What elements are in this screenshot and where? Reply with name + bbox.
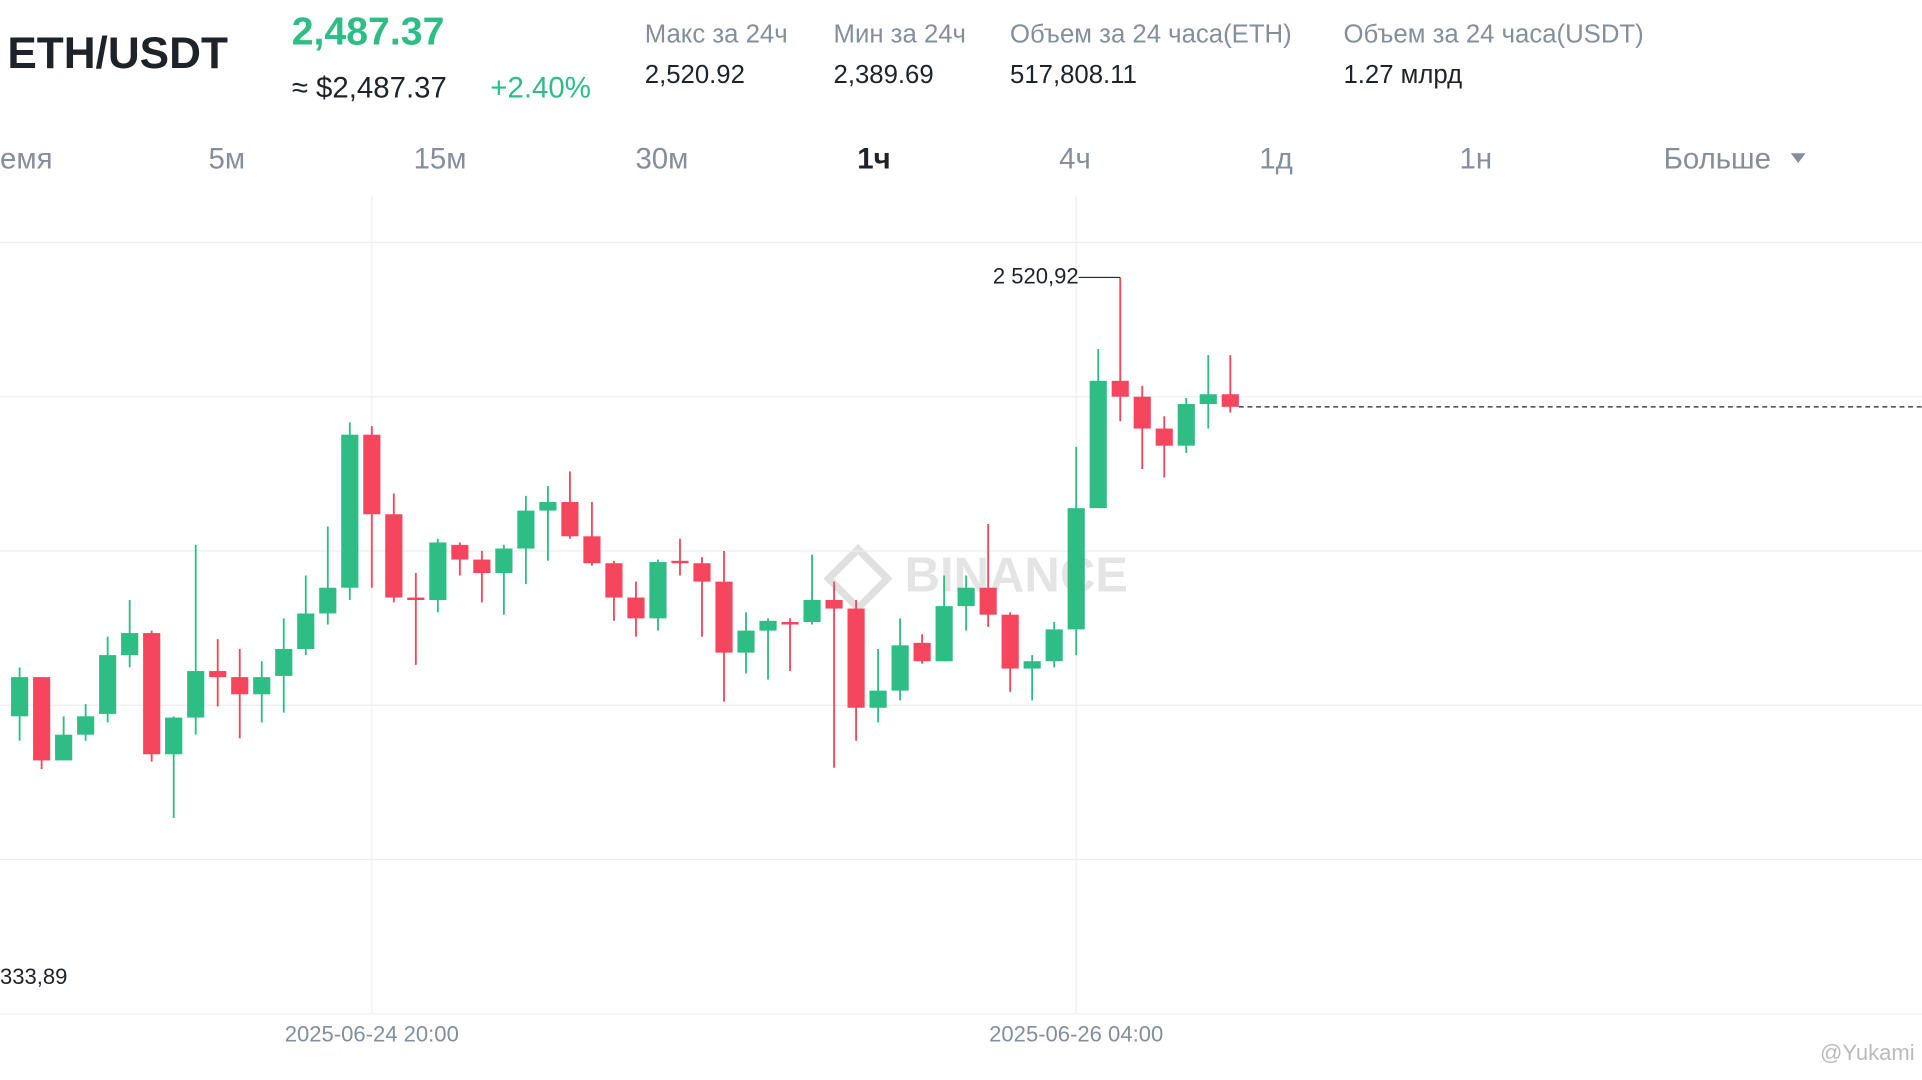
candle-body: [649, 562, 667, 619]
max-marker-label: 2 520,92: [993, 263, 1079, 288]
candle-body: [1089, 380, 1107, 509]
candle-body: [825, 599, 843, 609]
timeframe-tab[interactable]: 15м: [414, 142, 467, 175]
candle-body: [363, 434, 381, 515]
candle-body: [759, 620, 777, 631]
watermark: BINANCE: [905, 549, 1128, 603]
user-watermark: @Yukami: [1820, 1040, 1915, 1065]
timeframe-tab[interactable]: 30м: [635, 142, 688, 175]
stat-label: Объем за 24 часа(ETH): [1010, 20, 1292, 48]
candle-body: [253, 677, 271, 695]
candle-body: [407, 597, 425, 600]
candle-body: [693, 563, 711, 582]
timeframe-tab[interactable]: 1д: [1259, 142, 1293, 175]
stat-label: Объем за 24 часа(USDT): [1343, 20, 1643, 48]
candle-body: [341, 434, 359, 588]
x-tick-label: 2025-06-24 20:00: [285, 1022, 459, 1047]
candle-body: [605, 563, 623, 598]
candle-body: [913, 642, 931, 662]
candle-body: [495, 548, 513, 574]
candle-body: [429, 542, 447, 600]
candle-body: [33, 677, 51, 761]
price: 2,487.37: [292, 10, 445, 54]
candle-body: [77, 716, 95, 735]
stat-label: Мин за 24ч: [834, 20, 966, 48]
candle-body: [561, 502, 579, 537]
candle-body: [957, 587, 975, 607]
candle-body: [715, 581, 733, 653]
candle-body: [1023, 661, 1041, 669]
candle-body: [121, 633, 139, 656]
candle-body: [165, 717, 183, 755]
candle-body: [1221, 394, 1239, 407]
x-tick-label: 2025-06-26 04:00: [989, 1022, 1163, 1047]
candle-body: [275, 648, 293, 676]
stat-label: Макс за 24ч: [645, 20, 788, 48]
change: +2.40%: [490, 71, 591, 104]
candle-body: [517, 510, 535, 549]
candle-body: [1067, 508, 1085, 630]
candle-body: [671, 560, 689, 564]
candle-body: [473, 559, 491, 574]
candle-body: [297, 613, 315, 649]
timeframe-tab[interactable]: 4ч: [1059, 142, 1091, 175]
candle-body: [1155, 428, 1173, 446]
candle-body: [891, 645, 909, 691]
stat-value: 2,389.69: [834, 61, 934, 89]
candle-body: [583, 536, 601, 564]
candle-body: [935, 606, 953, 662]
candle-body: [187, 671, 205, 718]
candle-body: [209, 671, 227, 678]
candle-body: [1177, 404, 1195, 446]
dropdown-arrow[interactable]: [1790, 153, 1806, 164]
candle-body: [627, 597, 645, 619]
stat-value: 517,808.11: [1010, 61, 1137, 89]
timeframe-tab[interactable]: 1н: [1460, 142, 1493, 175]
more-tab[interactable]: Больше: [1664, 142, 1771, 175]
candle-body: [737, 630, 755, 653]
candle-body: [1199, 394, 1217, 405]
candle-body: [143, 633, 161, 755]
candle-body: [539, 502, 557, 511]
candle-body: [55, 734, 73, 761]
candle-body: [869, 690, 887, 708]
candle-body: [1001, 614, 1019, 669]
min-marker-label: 333,89: [0, 964, 67, 989]
stat-value: 1.27 млрд: [1343, 61, 1462, 89]
candle-body: [385, 514, 403, 598]
candle-body: [11, 677, 29, 717]
candle-body: [231, 677, 249, 695]
timeframe-tab[interactable]: 1ч: [857, 142, 890, 175]
candle-body: [1045, 629, 1063, 662]
candle-body: [1111, 380, 1129, 397]
price-usd: ≈ $2,487.37: [292, 71, 447, 104]
candle-body: [451, 544, 469, 560]
candle-body: [847, 608, 865, 708]
stat-value: 2,520.92: [645, 61, 745, 89]
candle-body: [1133, 396, 1151, 429]
pair: ETH/USDT: [7, 29, 228, 78]
watermark-logo: [823, 543, 893, 614]
candle-body: [781, 622, 799, 625]
candle-body: [319, 587, 337, 614]
candle-body: [99, 655, 117, 714]
timeframe-tab[interactable]: емя: [0, 142, 52, 175]
candle-body: [803, 599, 821, 623]
candle-body: [979, 587, 997, 615]
timeframe-tab[interactable]: 5м: [208, 142, 245, 175]
